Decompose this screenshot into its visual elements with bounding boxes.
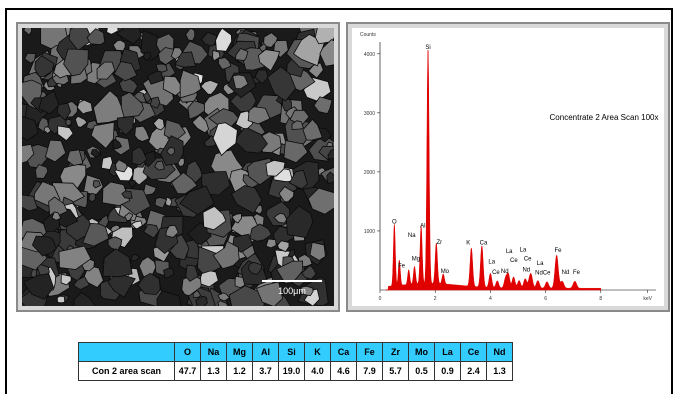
table-header-cell: Ca bbox=[330, 342, 357, 362]
peak-label: Ce bbox=[492, 270, 500, 276]
x-tick-label: 8 bbox=[599, 296, 602, 302]
table-header-cell: Mg bbox=[226, 342, 253, 362]
table-header-cell: Ce bbox=[460, 342, 487, 362]
chart-title: Concentrate 2 Area Scan 100x bbox=[550, 113, 659, 122]
peak-label: O bbox=[392, 219, 397, 225]
table-body: Con 2 area scan 47.7 1.3 1.2 3.7 19.0 4.0 4.6 7.… bbox=[78, 361, 513, 381]
table-header-cell: Nd bbox=[486, 342, 513, 362]
table-header-cell: Fe bbox=[356, 342, 383, 362]
table-value-cell: 0.9 bbox=[434, 361, 461, 381]
peak-label: Fe bbox=[555, 248, 563, 254]
table-header-cell: Al bbox=[252, 342, 279, 362]
peak-label: Mg bbox=[412, 256, 420, 262]
table-value-cell: 0.5 bbox=[408, 361, 435, 381]
peak-label: La bbox=[488, 259, 495, 265]
table-header-cell: Zr bbox=[382, 342, 409, 362]
y-tick-label: 3000 bbox=[364, 111, 375, 117]
table-header-cell: Mo bbox=[408, 342, 435, 362]
chart-background bbox=[352, 28, 664, 306]
peak-label: Ce bbox=[524, 256, 532, 262]
peak-label: NdCe bbox=[535, 271, 551, 277]
table-header-cell: La bbox=[434, 342, 461, 362]
eds-spectrum-chart: Counts Concentrate 2 Area Scan 100x 1000… bbox=[352, 28, 664, 306]
peak-label: Si bbox=[425, 45, 430, 51]
peak-label: Na bbox=[408, 233, 416, 239]
table-row: Con 2 area scan 47.7 1.3 1.2 3.7 19.0 4.0 4.6 7.… bbox=[78, 361, 513, 381]
table-value-cell: 2.4 bbox=[460, 361, 487, 381]
table-value-cell: 1.3 bbox=[200, 361, 227, 381]
table-header-cell: Na bbox=[200, 342, 227, 362]
scale-bar: 100μm bbox=[262, 280, 322, 296]
table-value-cell: 7.9 bbox=[356, 361, 383, 381]
table-corner-cell bbox=[78, 342, 175, 362]
table-header-cell: O bbox=[174, 342, 201, 362]
y-tick-label: 1000 bbox=[364, 229, 375, 235]
peak-label: Nd bbox=[562, 270, 570, 276]
sem-grains bbox=[22, 28, 334, 306]
y-tick-label: 4000 bbox=[364, 52, 375, 58]
spectrum-trace bbox=[385, 49, 602, 291]
table-value-cell: 1.3 bbox=[486, 361, 513, 381]
composition-table: O Na Mg Al Si K Ca Fe Zr Mo La Ce Nd Con 2 area scan… bbox=[78, 342, 513, 381]
table-value-cell: 4.0 bbox=[304, 361, 331, 381]
table-header-cell: Si bbox=[278, 342, 305, 362]
x-tick-label: 6 bbox=[544, 296, 547, 302]
peak-label: Fe bbox=[573, 270, 581, 276]
table-value-cell: 19.0 bbox=[278, 361, 305, 381]
table-value-cell: 1.2 bbox=[226, 361, 253, 381]
peak-label: Zr bbox=[437, 240, 443, 246]
peak-label: Nd bbox=[522, 268, 530, 274]
x-tick-label: 0 bbox=[379, 296, 382, 302]
figure-frame bbox=[5, 8, 673, 394]
peak-label: K bbox=[466, 241, 470, 247]
peak-label: La bbox=[520, 248, 527, 254]
x-tick-label: 2 bbox=[434, 296, 437, 302]
peak-label: La bbox=[506, 249, 513, 255]
table-header-cell: K bbox=[304, 342, 331, 362]
x-tick-label: keV bbox=[643, 296, 652, 302]
sem-micrograph-panel: 100μm bbox=[16, 22, 340, 312]
y-tick-label: 2000 bbox=[364, 170, 375, 176]
x-tick-label: 4 bbox=[489, 296, 492, 302]
peak-label: Al bbox=[420, 223, 425, 229]
table-value-cell: 4.6 bbox=[330, 361, 357, 381]
peak-label: Ca bbox=[480, 241, 488, 247]
table-value-cell: 47.7 bbox=[174, 361, 201, 381]
peak-label: La bbox=[537, 261, 544, 267]
table-value-cell: 3.7 bbox=[252, 361, 279, 381]
peak-label: Nd bbox=[501, 269, 509, 275]
spectrum-series bbox=[385, 49, 602, 291]
scale-bar-label: 100μm bbox=[278, 286, 306, 296]
peak-label: Fe bbox=[398, 264, 406, 270]
row-label-cell: Con 2 area scan bbox=[78, 361, 175, 381]
eds-spectrum-panel: Counts Concentrate 2 Area Scan 100x 1000… bbox=[346, 22, 670, 312]
peak-label: Mo bbox=[441, 269, 450, 275]
sem-micrograph-image: 100μm bbox=[22, 28, 334, 306]
y-axis-label: Counts bbox=[360, 32, 376, 38]
peak-label: Ce bbox=[510, 258, 518, 264]
table-value-cell: 5.7 bbox=[382, 361, 409, 381]
table-header-row: O Na Mg Al Si K Ca Fe Zr Mo La Ce Nd bbox=[78, 342, 513, 362]
